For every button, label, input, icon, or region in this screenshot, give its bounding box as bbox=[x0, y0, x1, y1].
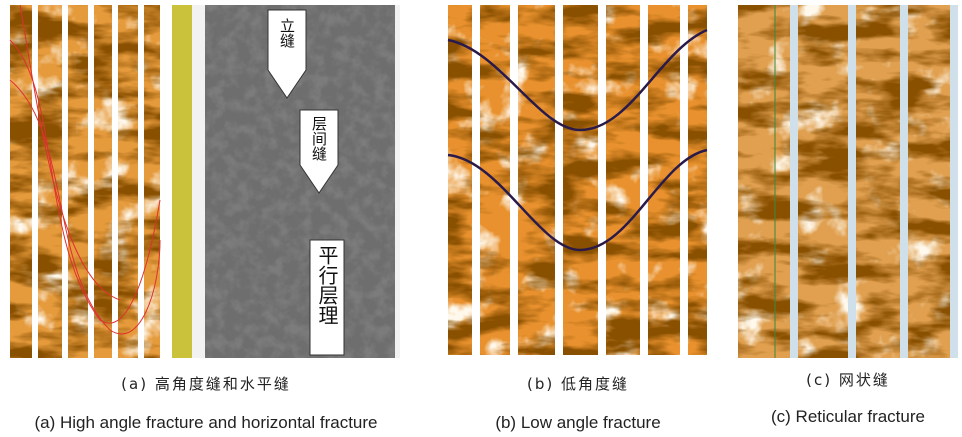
figure: 立缝 层间缝 平行层理 (a) 高角度缝和水平缝 (a) High angle … bbox=[0, 0, 962, 437]
image-c bbox=[738, 5, 958, 358]
image-a-core bbox=[172, 5, 400, 358]
caption-zh: (a) 高角度缝和水平缝 bbox=[121, 375, 291, 393]
image-b bbox=[448, 5, 707, 355]
caption-en: (c) Reticular fracture bbox=[771, 407, 925, 426]
caption-zh: (c) 网状缝 bbox=[806, 371, 890, 389]
image-label: 立缝 bbox=[278, 18, 296, 49]
caption-en: (a) High angle fracture and horizontal f… bbox=[34, 413, 377, 432]
caption-zh: (b) 低角度缝 bbox=[527, 375, 629, 393]
image-label: 层间缝 bbox=[310, 116, 328, 162]
caption-en: (b) Low angle fracture bbox=[495, 413, 660, 432]
image-a-fmi bbox=[10, 5, 170, 358]
image-label: 平行层理 bbox=[315, 245, 339, 325]
